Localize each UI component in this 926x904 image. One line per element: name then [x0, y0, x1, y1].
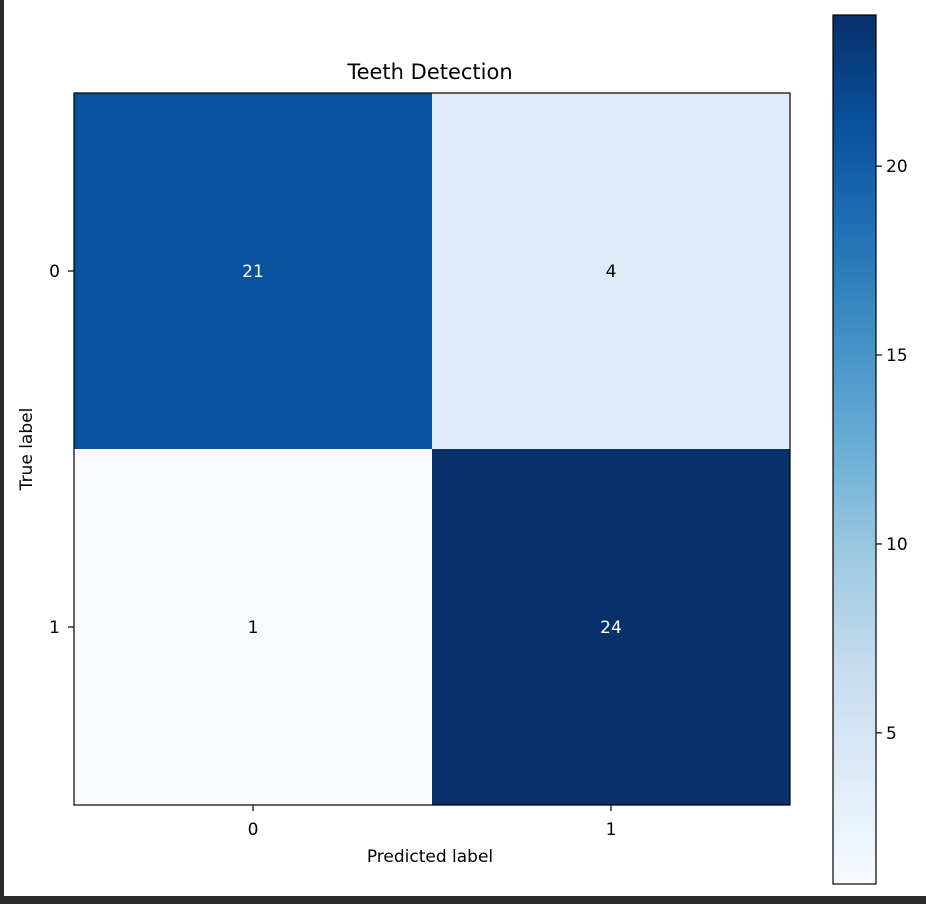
y-tick-label-0: 0	[49, 262, 60, 282]
heatmap-cell-0-1	[432, 93, 790, 449]
colorbar-ticks: 5 10 15 20	[876, 157, 908, 744]
cell-value-label-1-1: 24	[600, 618, 622, 638]
axes-frame	[73, 92, 791, 806]
y-axis-label: True label	[17, 408, 37, 492]
cell-value-label-1-0: 1	[248, 618, 259, 638]
y-axis-ticks: 01	[49, 262, 74, 638]
colorbar-tick-label-0: 5	[886, 724, 897, 744]
colorbar	[832, 14, 877, 885]
heatmap-cell-1-1	[432, 449, 790, 805]
colorbar-tick-label-1: 10	[886, 535, 908, 555]
heatmap-cell-0-0	[74, 93, 432, 449]
colorbar-tick-label-2: 15	[886, 346, 908, 366]
y-tick-label-1: 1	[49, 618, 60, 638]
x-tick-label-1: 1	[606, 820, 617, 840]
chart-title: Teeth Detection	[346, 60, 512, 84]
heatmap-cell-1-0	[74, 449, 432, 805]
cell-value-label-0-0: 21	[242, 262, 264, 282]
cell-value-label-0-1: 4	[606, 262, 617, 282]
x-axis-label: Predicted label	[367, 847, 493, 867]
heatmap-cells: 21 4 1 24	[74, 93, 790, 805]
colorbar-tick-label-3: 20	[886, 157, 908, 177]
x-tick-label-0: 0	[248, 820, 259, 840]
